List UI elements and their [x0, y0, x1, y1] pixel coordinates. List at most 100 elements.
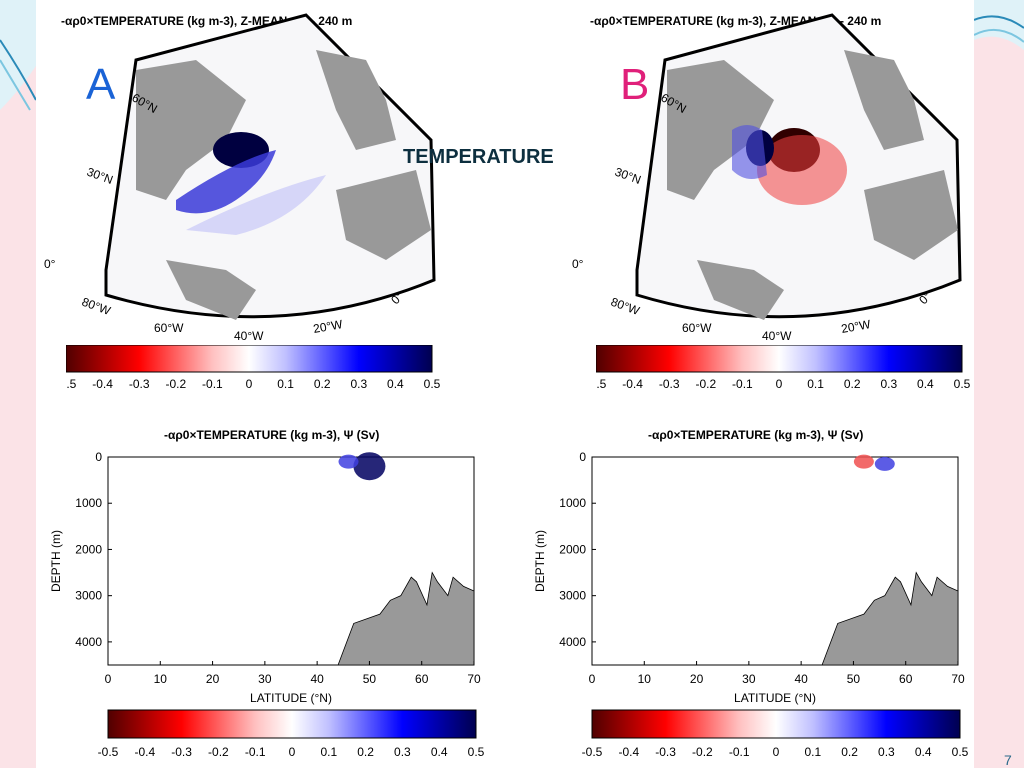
colorbar-tick-label: 0.3 — [878, 745, 895, 759]
colorbar-tick-label: 0.4 — [915, 745, 932, 759]
y-tick-label: 3000 — [75, 589, 102, 603]
x-tick-label: 50 — [847, 672, 861, 686]
label-30n: 30°N — [613, 165, 643, 187]
y-tick-label: 4000 — [75, 635, 102, 649]
section-panel-d: -αρ0×TEMPERATURE (kg m-3), Ψ (Sv) 0 10 20 3… — [520, 420, 974, 768]
colorbar-tick-label: -0.1 — [202, 377, 223, 391]
x-tick-label: 40 — [310, 672, 324, 686]
temperature-anomaly — [874, 456, 895, 471]
label-0-lat: 0° — [44, 257, 56, 271]
label-80w: 80°W — [80, 295, 113, 318]
x-tick-label: 0 — [589, 672, 596, 686]
colorbar-tick-label: -0.4 — [622, 377, 643, 391]
map-a-land-south-america — [166, 260, 256, 320]
label-60w: 60°W — [682, 321, 712, 335]
temperature-anomaly — [853, 454, 874, 469]
map-a-graphic: 60°N 30°N 0° 80°W 60°W 40°W 20°W 0° — [44, 13, 436, 343]
y-tick-label: 2000 — [75, 542, 102, 556]
temperature-anomaly — [338, 454, 359, 469]
section-d-chart: 0 10 20 30 40 50 60 70 0 1000 2000 3000 4000 LATITUDE… — [533, 450, 969, 759]
colorbar-tick-label: -0.3 — [129, 377, 150, 391]
colorbar-tick-label: -0.5 — [98, 745, 119, 759]
section-c-chart: 0 10 20 30 40 50 60 70 0 1000 2000 3000 4000 LATITUDE… — [49, 450, 485, 759]
x-tick-label: 20 — [206, 672, 220, 686]
map-b-land-europe — [844, 50, 924, 150]
colorbar-tick-label: 0.1 — [804, 745, 821, 759]
x-axis-label: LATITUDE (°N) — [734, 691, 816, 705]
x-tick-label: 70 — [467, 672, 481, 686]
colorbar-tick-label: 0.3 — [350, 377, 367, 391]
colorbar-tick-label: -0.3 — [655, 745, 676, 759]
page-number: 7 — [1004, 752, 1012, 768]
x-tick-label: 40 — [794, 672, 808, 686]
corner-swoosh-top-right — [974, 0, 1024, 50]
colorbar-tick-label: 0.1 — [807, 377, 824, 391]
colorbar-tick-label: 0.5 — [424, 377, 441, 391]
colorbar-tick-label: 0 — [246, 377, 253, 391]
center-label-temperature: TEMPERATURE — [403, 146, 554, 168]
y-tick-label: 1000 — [559, 496, 586, 510]
colorbar-tick-label: -0.1 — [732, 377, 753, 391]
x-axis-label: LATITUDE (°N) — [250, 691, 332, 705]
colorbar-tick-label: 0.5 — [952, 745, 969, 759]
map-a-land-africa — [336, 170, 431, 260]
colorbar-b-ticks: -0.5 -0.4 -0.3 -0.2 -0.1 0 0.1 0.2 0.3 0.4 0.5 — [596, 377, 971, 391]
map-a-land-americas — [136, 60, 246, 200]
colorbar-tick-label: -0.1 — [245, 745, 266, 759]
y-axis-label: DEPTH (m) — [533, 530, 547, 592]
map-a-land-europe — [316, 50, 396, 150]
colorbar-tick-label: 0.1 — [320, 745, 337, 759]
x-tick-label: 70 — [951, 672, 965, 686]
y-tick-label: 2000 — [559, 542, 586, 556]
label-40w: 40°W — [762, 329, 792, 343]
colorbar-tick-label: -0.4 — [92, 377, 113, 391]
map-panel-b: -αρ0×TEMPERATURE (kg m-3), Z-MEAN = 0 - … — [562, 0, 974, 400]
colorbar-tick-label: -0.5 — [596, 377, 607, 391]
colorbar-tick-label: 0.2 — [357, 745, 374, 759]
x-tick-label: 20 — [690, 672, 704, 686]
colorbar-tick-label: 0 — [776, 377, 783, 391]
colorbar-tick-label: 0 — [289, 745, 296, 759]
colorbar-tick-label: -0.4 — [134, 745, 155, 759]
label-30n: 30°N — [85, 165, 115, 187]
colorbar-tick-label: 0.3 — [880, 377, 897, 391]
y-tick-label: 0 — [579, 450, 586, 464]
panel-letter-a: A — [86, 60, 116, 109]
colorbar-tick-label: 0 — [773, 745, 780, 759]
x-tick-label: 10 — [154, 672, 168, 686]
colorbar-tick-label: 0.1 — [277, 377, 294, 391]
colorbar-tick-label: -0.3 — [659, 377, 680, 391]
colorbar-tick-label: 0.2 — [314, 377, 331, 391]
section-d-title: -αρ0×TEMPERATURE (kg m-3), Ψ (Sv) — [648, 428, 864, 442]
map-b-land-south-america — [697, 260, 784, 320]
x-tick-label: 50 — [363, 672, 377, 686]
panel-letter-b: B — [620, 60, 650, 109]
map-b-anomaly-negative-halo — [757, 135, 847, 205]
y-tick-label: 1000 — [75, 496, 102, 510]
x-tick-label: 0 — [105, 672, 112, 686]
label-0-lat: 0° — [572, 257, 584, 271]
colorbar-tick-label: -0.2 — [695, 377, 716, 391]
colorbar-tick-label: 0.2 — [841, 745, 858, 759]
map-a-anomaly-tongue — [176, 150, 276, 214]
label-60w: 60°W — [154, 321, 184, 335]
colorbar-tick-label: -0.5 — [582, 745, 603, 759]
label-40w: 40°W — [234, 329, 264, 343]
map-b-anomaly-positive-halo — [732, 125, 767, 179]
map-b-land-americas — [667, 60, 774, 200]
colorbar-tick-label: -0.3 — [171, 745, 192, 759]
colorbar-tick-label: -0.2 — [692, 745, 713, 759]
y-axis-label: DEPTH (m) — [49, 530, 63, 592]
label-20w: 20°W — [312, 317, 344, 336]
colorbar-tick-label: -0.4 — [618, 745, 639, 759]
colorbar-b: -0.5 -0.4 -0.3 -0.2 -0.1 0 0.1 0.2 0.3 0.4 0.5 — [596, 345, 971, 391]
y-tick-label: 4000 — [559, 635, 586, 649]
colorbar-tick-label: 0.3 — [394, 745, 411, 759]
map-b-land-africa — [864, 170, 958, 260]
x-tick-label: 60 — [415, 672, 429, 686]
colorbar-tick-label: -0.2 — [208, 745, 229, 759]
topography — [821, 571, 959, 666]
label-20w: 20°W — [840, 317, 872, 336]
x-tick-label: 10 — [638, 672, 652, 686]
x-tick-label: 30 — [742, 672, 756, 686]
